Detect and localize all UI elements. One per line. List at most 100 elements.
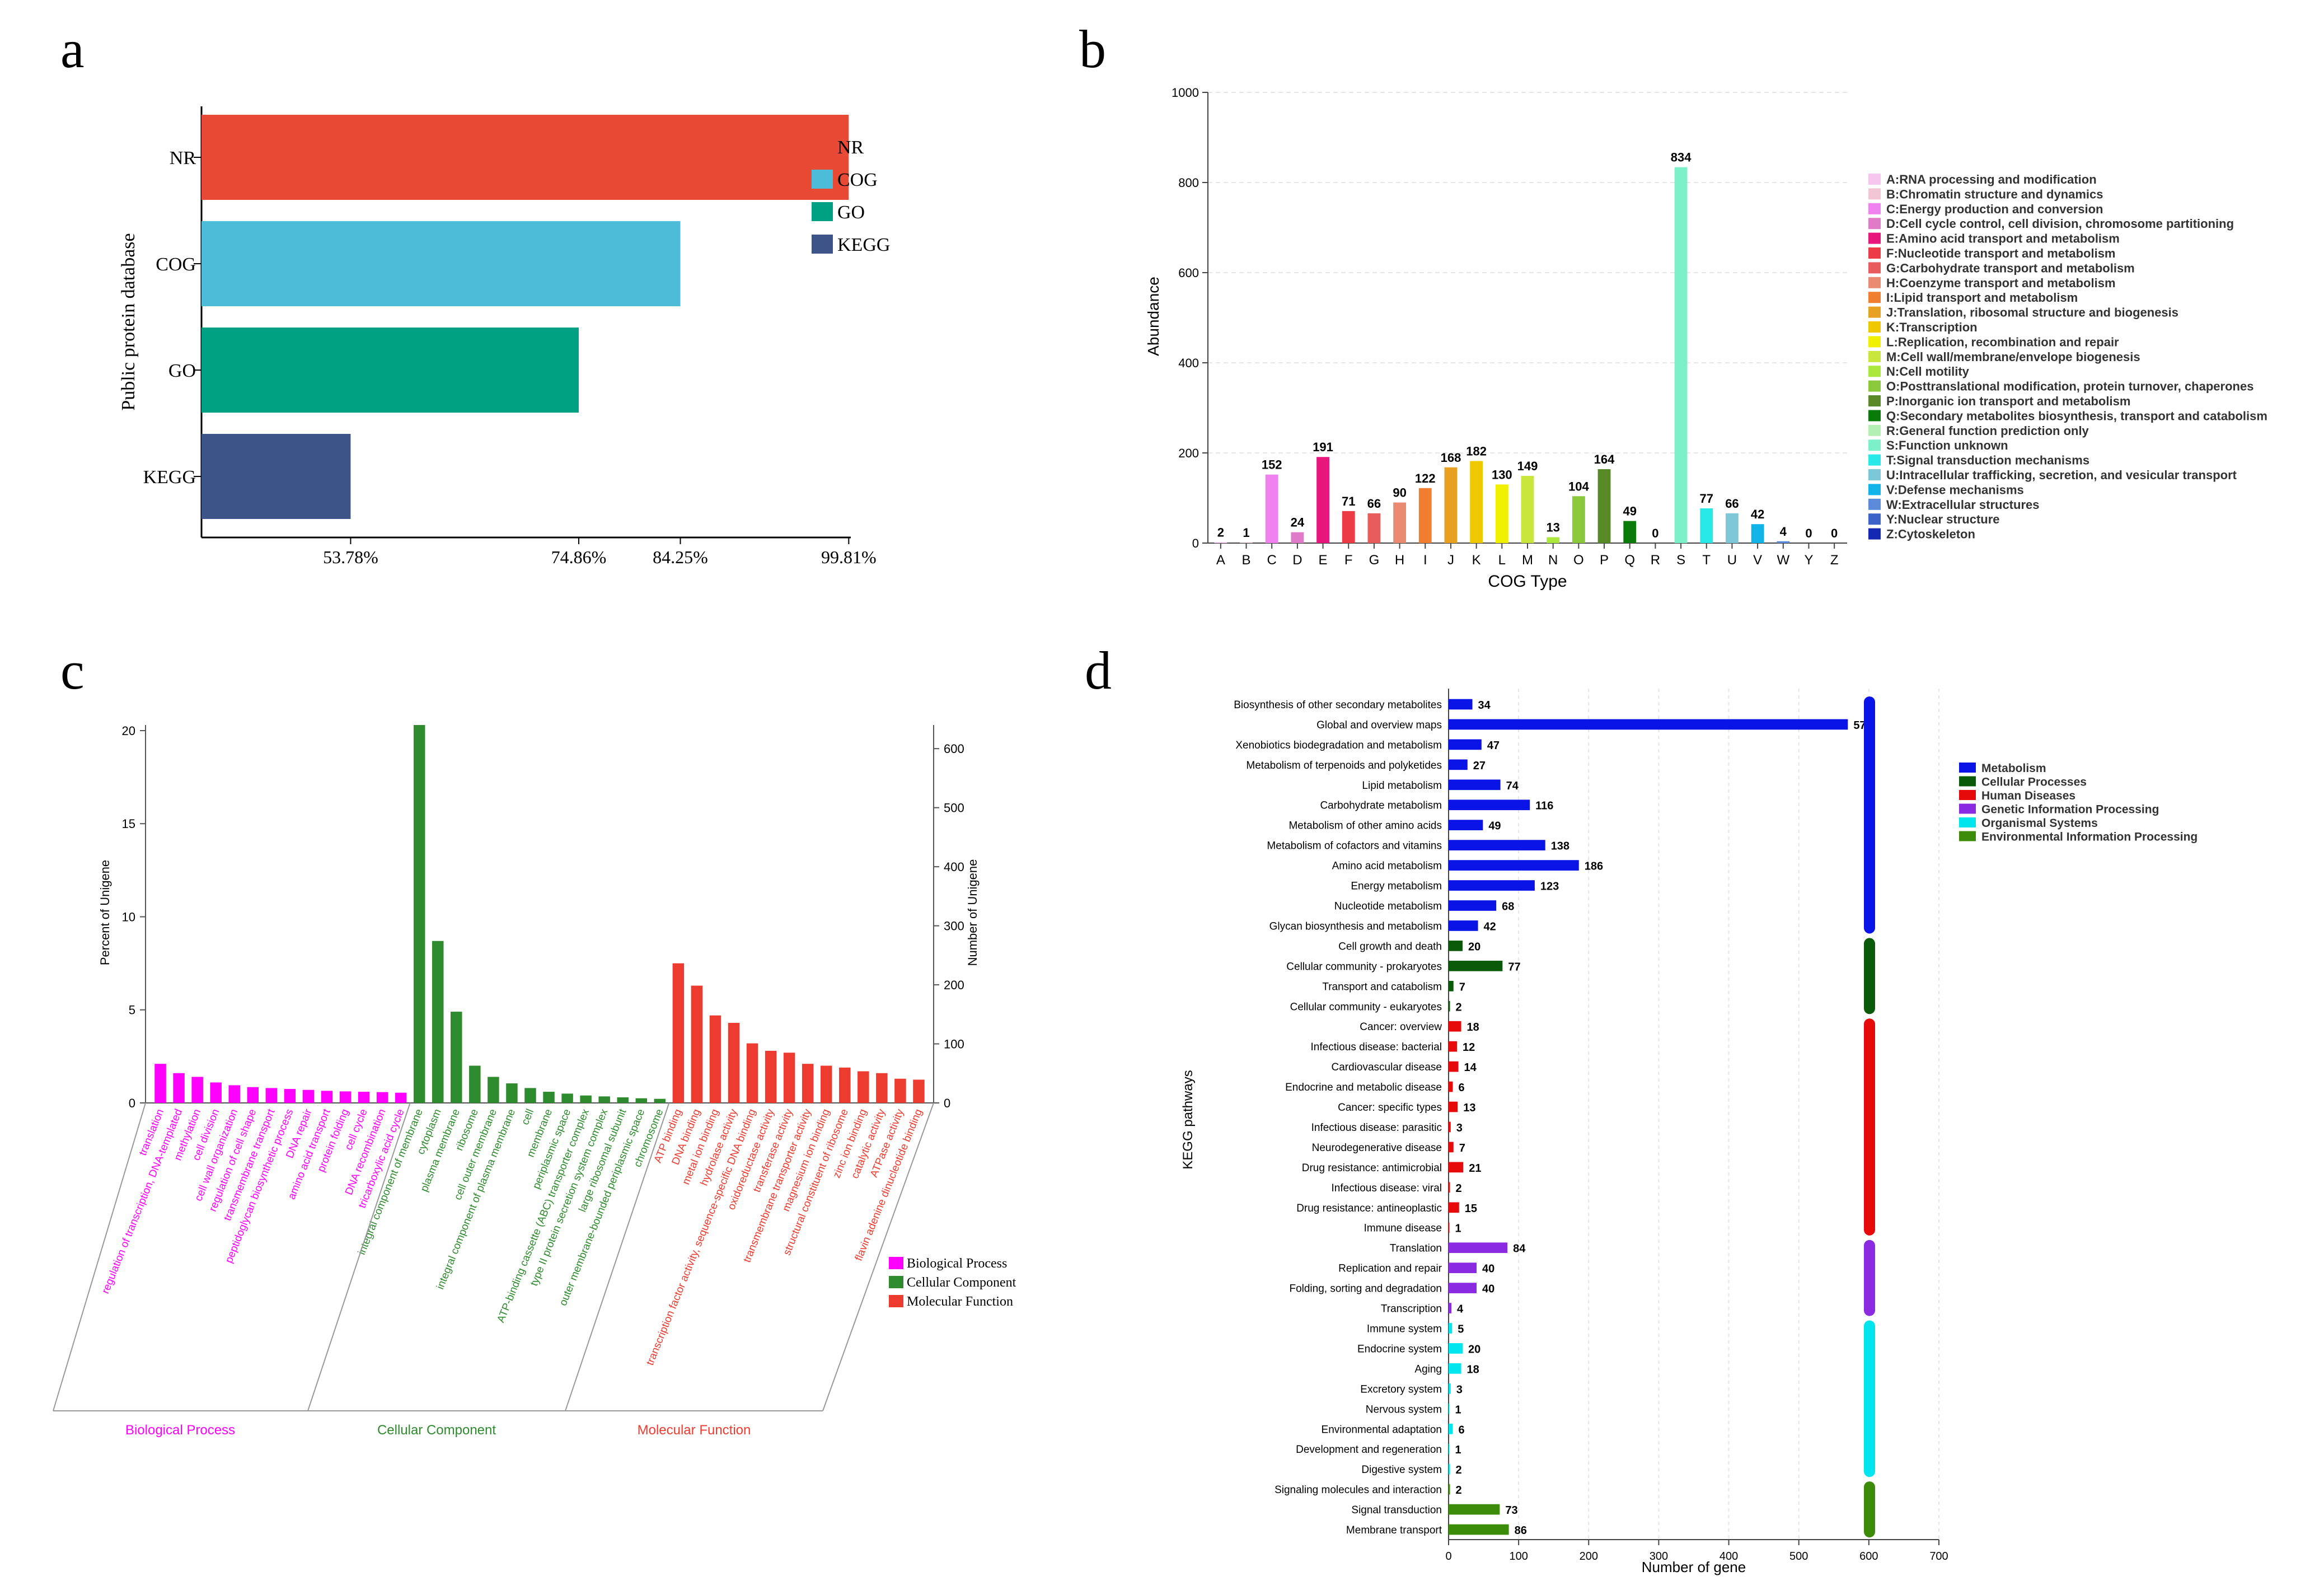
legend-label-20: U:Intracellular trafficking, secretion, …: [1886, 468, 2237, 482]
bar-30: [1449, 1303, 1452, 1313]
data-label-23: 21: [1469, 1162, 1481, 1175]
bar-1: [1449, 719, 1848, 730]
group-divider: [53, 1102, 146, 1411]
group-divider: [565, 1102, 670, 1411]
x-tick-label-m: M: [1522, 553, 1533, 568]
bar-24: [1449, 1182, 1450, 1193]
y-tick-label-25: Drug resistance: antineoplastic: [1296, 1203, 1442, 1214]
y2-tick-label: 600: [944, 742, 964, 756]
x-tick-label-w: W: [1777, 553, 1789, 568]
data-label-g: 66: [1367, 497, 1381, 511]
data-label-2: 47: [1487, 740, 1500, 752]
y-tick-label-26: Immune disease: [1364, 1223, 1442, 1234]
bar-i: [1418, 488, 1432, 543]
x-tick-label-v: V: [1753, 553, 1762, 568]
y2-tick-label: 500: [944, 801, 964, 815]
y-tick-label: 200: [1178, 446, 1199, 460]
data-label-35: 1: [1455, 1404, 1461, 1416]
value-label-kegg: 53.78%: [323, 547, 378, 567]
x-tick-label-r: R: [1651, 553, 1660, 568]
class-bracket-4: [1864, 1320, 1875, 1477]
y-tick-label-5: Carbohydrate metabolism: [1320, 800, 1442, 812]
bar-s: [1674, 167, 1688, 543]
legend-label-2: Human Diseases: [1981, 789, 2075, 802]
data-label-13: 77: [1508, 961, 1520, 973]
legend-swatch-kegg: [812, 235, 833, 254]
bar-0-12: [376, 1092, 388, 1103]
bar-0-10: [339, 1091, 352, 1103]
panel-label-d: d: [1085, 640, 1112, 700]
bar-1-4: [488, 1077, 499, 1103]
data-label-39: 2: [1456, 1484, 1462, 1497]
y-tick-label: 800: [1178, 176, 1199, 190]
legend-swatch-nr: [812, 137, 833, 156]
data-label-28: 40: [1482, 1263, 1494, 1275]
bar-20: [1449, 1101, 1458, 1112]
y2-tick-label: 300: [944, 919, 964, 933]
legend-swatch-24: [1868, 528, 1881, 540]
bar-n: [1547, 537, 1560, 543]
data-label-30: 4: [1457, 1303, 1464, 1316]
x-tick-label-o: O: [1573, 553, 1584, 568]
data-label-w: 4: [1780, 525, 1787, 539]
legend-swatch-1: [1868, 188, 1881, 200]
panel-label-a: a: [60, 19, 85, 79]
bar-w: [1777, 541, 1790, 543]
bar-2-8: [820, 1065, 832, 1103]
bar-h: [1393, 502, 1407, 543]
y-tick-label-18: Cardiovascular disease: [1332, 1061, 1442, 1073]
bar-m: [1521, 476, 1534, 543]
legend-swatch-0: [1868, 174, 1881, 185]
bar-10: [1449, 900, 1497, 911]
y-tick-label-36: Environmental adaptation: [1322, 1424, 1442, 1435]
bar-7: [1449, 840, 1545, 850]
bar-0-13: [395, 1092, 407, 1103]
x-tick-label-z: Z: [1830, 553, 1839, 568]
y-tick-label-41: Membrane transport: [1346, 1524, 1442, 1536]
legend-swatch-5: [1959, 831, 1976, 841]
bar-2-0: [672, 963, 685, 1103]
class-bracket-2: [1864, 1018, 1875, 1236]
data-label-5: 116: [1535, 800, 1553, 812]
y-tick-label-17: Infectious disease: bacterial: [1311, 1041, 1442, 1053]
legend-swatch-11: [1868, 336, 1881, 348]
y-tick-label-27: Translation: [1390, 1243, 1442, 1255]
x-tick-label-d: D: [1292, 553, 1302, 568]
data-label-v: 42: [1751, 507, 1764, 521]
bar-39: [1449, 1484, 1450, 1495]
y-tick-label: 0: [1192, 536, 1199, 550]
data-label-z: 0: [1831, 526, 1838, 540]
bar-j: [1444, 467, 1458, 543]
legend-label-24: Z:Cytoskeleton: [1886, 527, 1975, 541]
data-label-r: 0: [1652, 526, 1658, 540]
x-tick-label: 600: [1859, 1550, 1878, 1563]
bar-1-6: [524, 1088, 536, 1103]
y-tick-label: 600: [1178, 266, 1199, 280]
legend-label-18: S:Function unknown: [1886, 438, 2008, 452]
x-tick-label-q: Q: [1624, 553, 1635, 568]
data-label-25: 15: [1465, 1203, 1477, 1215]
data-label-h: 90: [1393, 486, 1406, 500]
x-tick-label-n: N: [1548, 553, 1558, 568]
legend-swatch-cog: [812, 170, 833, 189]
legend-label-2: Molecular Function: [907, 1294, 1013, 1309]
class-bracket-1: [1864, 938, 1875, 1014]
bar-1-11: [617, 1097, 629, 1103]
data-label-e: 191: [1313, 440, 1333, 454]
bar-0-7: [284, 1089, 296, 1103]
y-tick-label-1: Global and overview maps: [1316, 719, 1442, 731]
y2-axis-title: Number of Unigene: [966, 859, 980, 966]
legend-swatch-4: [1959, 817, 1976, 827]
class-bracket-3: [1864, 1240, 1875, 1316]
x-axis-title: COG Type: [1488, 572, 1567, 591]
legend-label-13: N:Cell motility: [1886, 364, 1970, 378]
legend-label-4: Organismal Systems: [1981, 817, 2098, 830]
y-tick-label-24: Infectious disease: viral: [1332, 1182, 1442, 1194]
x-tick-label: 200: [1580, 1550, 1598, 1563]
legend-label-0: Metabolism: [1981, 762, 2046, 775]
y-tick-label-15: Cellular community - eukaryotes: [1290, 1001, 1442, 1013]
group-label-0: Biological Process: [125, 1423, 235, 1438]
bar-41: [1449, 1524, 1509, 1535]
